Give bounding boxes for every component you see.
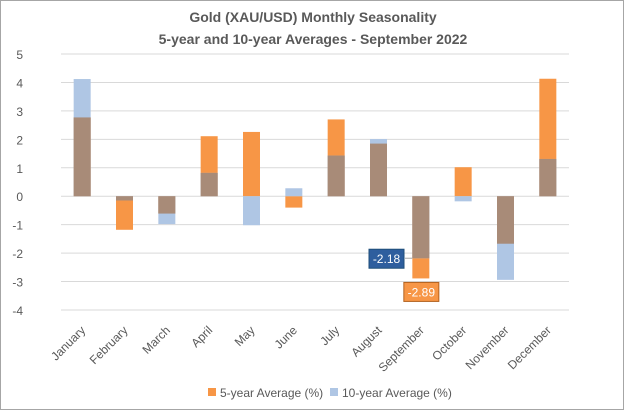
x-tick-label: April: [188, 323, 215, 350]
y-tick-label: -3: [12, 276, 23, 290]
bar-10yr-october: [454, 196, 472, 202]
bar-10yr-may: [243, 196, 260, 226]
bar-overlap-march: [158, 196, 176, 214]
bar-5yr-october: [454, 167, 472, 197]
bar-overlap-january: [73, 117, 91, 197]
y-tick-label: 3: [16, 105, 23, 119]
bar-overlap-february: [116, 196, 133, 201]
bar-5yr-june: [285, 196, 303, 208]
legend-label: 5-year Average (%): [220, 386, 323, 400]
x-tick-label: June: [272, 323, 301, 352]
bar-5yr-february: [116, 196, 133, 230]
bar-overlap-july: [327, 155, 345, 197]
x-tick-label: October: [429, 323, 469, 363]
x-tick-label: August: [348, 323, 385, 360]
legend-swatch: [208, 388, 216, 396]
bar-5yr-may: [243, 131, 260, 197]
x-tick-label: December: [505, 323, 554, 372]
x-tick-label: July: [317, 323, 342, 348]
x-tick-label: January: [48, 323, 88, 363]
y-tick-label: 5: [16, 48, 23, 62]
y-tick-label: 0: [16, 190, 23, 204]
chart-title: Gold (XAU/USD) Monthly Seasonality: [189, 9, 437, 25]
y-tick-label: 2: [16, 133, 23, 147]
bar-overlap-december: [539, 158, 557, 197]
y-tick-label: -4: [12, 304, 23, 318]
legend-label: 10-year Average (%): [342, 386, 452, 400]
data-label: -2.18: [373, 252, 401, 266]
bar-overlap-april: [200, 172, 218, 197]
data-label: -2.89: [408, 285, 436, 299]
x-tick-label: September: [376, 323, 427, 374]
bar-overlap-august: [370, 143, 387, 197]
y-tick-label: -2: [12, 247, 23, 261]
x-tick-label: November: [463, 323, 512, 372]
y-tick-label: 4: [16, 76, 23, 90]
y-tick-label: 1: [16, 162, 23, 176]
chart-subtitle: 5-year and 10-year Averages - September …: [159, 31, 468, 47]
data-label-box: [368, 248, 405, 269]
x-tick-label: February: [87, 323, 131, 367]
bar-10yr-june: [285, 188, 303, 197]
bar-overlap-september: [412, 196, 430, 259]
x-tick-label: March: [139, 323, 172, 356]
x-tick-label: May: [232, 323, 258, 349]
y-tick-label: -1: [12, 219, 23, 233]
data-label-box: [403, 281, 440, 302]
bar-overlap-november: [497, 196, 514, 244]
legend-swatch: [330, 388, 338, 396]
